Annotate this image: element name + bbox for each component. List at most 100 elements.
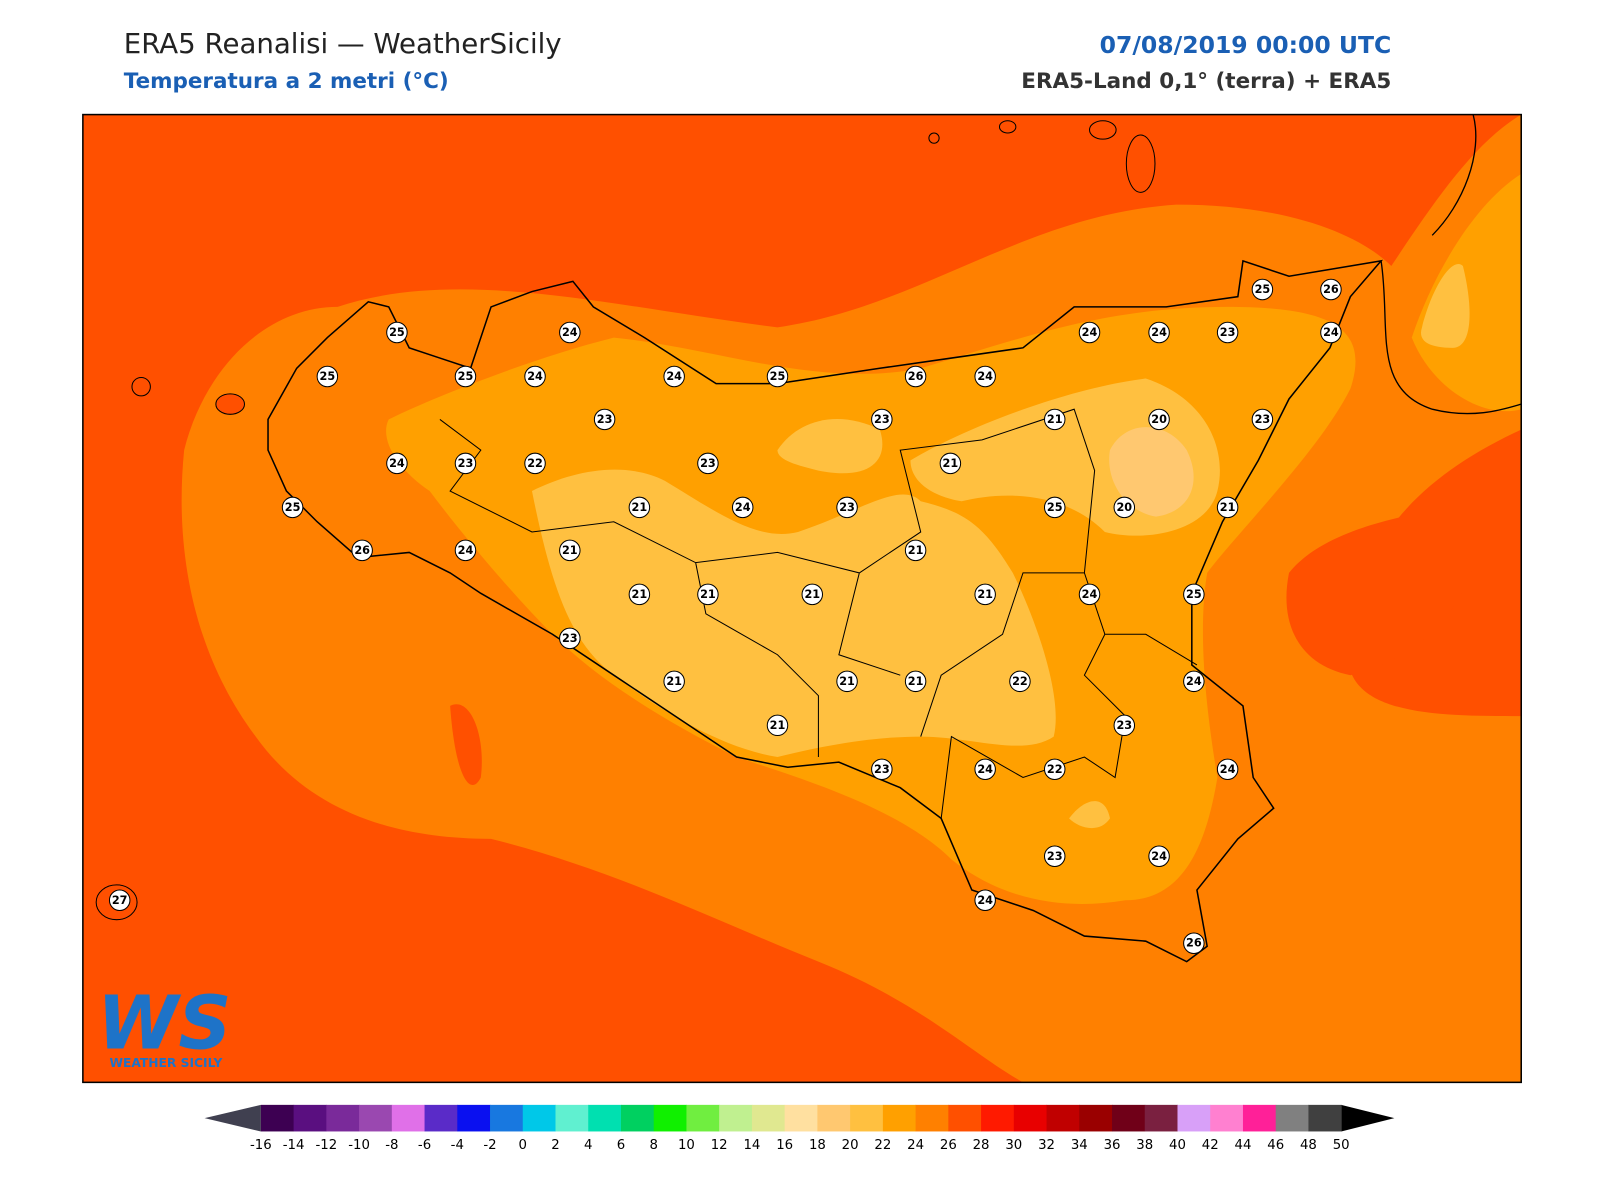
station-value: 24 <box>1151 326 1167 339</box>
station-value: 26 <box>1186 937 1202 950</box>
contour-26-sea <box>450 704 482 786</box>
station-marker <box>628 496 651 519</box>
station-value: 24 <box>562 326 578 339</box>
colorbar-swatch <box>915 1104 949 1132</box>
island <box>928 132 940 144</box>
colorbar-swatch <box>1046 1104 1080 1132</box>
colorbar-tick-label: -14 <box>283 1138 305 1153</box>
station-marker <box>1009 670 1031 693</box>
station: 21 <box>904 670 927 693</box>
station: 26 <box>351 539 373 562</box>
colorbar-tick-label: 28 <box>973 1138 990 1153</box>
island <box>1089 120 1117 140</box>
station-value: 24 <box>977 894 993 907</box>
station-value: 24 <box>1082 588 1098 601</box>
station: 24 <box>386 452 408 475</box>
colorbar-swatch <box>555 1104 589 1132</box>
colorbar-swatch <box>490 1104 524 1132</box>
station: 21 <box>663 670 685 693</box>
station: 21 <box>628 583 651 606</box>
colorbar-tick-label: 8 <box>649 1138 657 1153</box>
colorbar-swatch <box>260 1104 295 1132</box>
colorbar-tick-label: 14 <box>743 1138 760 1153</box>
station-marker <box>836 496 858 519</box>
station-marker <box>108 889 131 911</box>
contour-20-east <box>1421 264 1470 348</box>
station-value: 24 <box>389 457 405 470</box>
station-marker <box>386 321 408 344</box>
station-value: 21 <box>908 544 924 557</box>
station-value: 22 <box>527 457 543 470</box>
station: 20 <box>1148 408 1170 431</box>
colorbar-swatch <box>359 1104 393 1132</box>
colorbar-swatch <box>751 1104 786 1132</box>
station-marker <box>1320 321 1342 344</box>
station: 24 <box>974 365 996 388</box>
station-marker <box>1251 408 1274 431</box>
station-value: 21 <box>562 544 578 557</box>
station: 21 <box>801 583 824 606</box>
station-value: 24 <box>1220 763 1236 776</box>
colorbar-tick-label: -2 <box>483 1138 496 1153</box>
station-marker <box>1216 321 1239 344</box>
colorbar-swatch <box>588 1104 622 1132</box>
colorbar-swatch <box>391 1104 426 1132</box>
station-marker <box>316 365 339 388</box>
station-marker <box>1043 758 1066 781</box>
island <box>131 376 151 397</box>
station: 25 <box>454 365 477 388</box>
colorbar-swatch <box>686 1104 720 1132</box>
colorbar-swatch <box>1210 1104 1244 1132</box>
station-value: 23 <box>1047 850 1063 863</box>
station-marker <box>1078 583 1101 606</box>
island <box>998 120 1017 134</box>
station-marker <box>454 452 477 475</box>
station-marker <box>386 452 408 475</box>
station-value: 21 <box>666 675 682 688</box>
logo-mark: WS <box>97 982 231 1067</box>
colorbar-tick-label: 24 <box>907 1138 924 1153</box>
station-marker <box>1043 496 1066 519</box>
station-value: 21 <box>632 588 648 601</box>
station-value: 20 <box>1116 501 1132 514</box>
station-value: 25 <box>1255 283 1271 296</box>
station: 24 <box>974 889 996 911</box>
station-value: 25 <box>320 370 336 383</box>
station-value: 21 <box>1220 501 1236 514</box>
colorbar-swatch <box>1242 1104 1277 1132</box>
colorbar-tick-label: 0 <box>519 1138 527 1153</box>
map-frame <box>82 113 1522 1084</box>
station-value: 22 <box>1047 763 1063 776</box>
colorbar-under <box>204 1104 261 1132</box>
colorbar-over <box>1341 1104 1395 1132</box>
station-marker <box>1216 758 1239 781</box>
station-marker <box>663 365 685 388</box>
station-value: 23 <box>874 413 890 426</box>
station-marker <box>1183 583 1205 606</box>
colorbar-tick-label: 40 <box>1169 1138 1186 1153</box>
colorbar-tick-label: 48 <box>1300 1138 1317 1153</box>
station-value: 25 <box>1047 501 1063 514</box>
colorbar-swatch <box>817 1104 851 1132</box>
station: 23 <box>1216 321 1239 344</box>
station: 22 <box>524 452 546 475</box>
subtitle: Temperatura a 2 metri (°C) <box>124 69 449 94</box>
station-value: 20 <box>1151 413 1167 426</box>
station-value: 21 <box>632 501 648 514</box>
station-value: 21 <box>770 719 786 732</box>
colorbar-swatch <box>326 1104 360 1132</box>
station-marker <box>559 539 581 562</box>
colorbar-swatch <box>1275 1104 1309 1132</box>
station-marker <box>1148 321 1170 344</box>
station-value: 21 <box>943 457 959 470</box>
station-marker <box>281 496 304 519</box>
stations: 25 25 25 24 24 24 25 26 24 24 24 23 24 25 26 23 23 21 20 23… <box>108 278 1342 954</box>
station-value: 21 <box>700 588 716 601</box>
station-value: 27 <box>112 894 128 907</box>
station-marker <box>904 670 927 693</box>
station: 25 <box>766 365 789 388</box>
station: 25 <box>386 321 408 344</box>
station-value: 26 <box>354 544 370 557</box>
colorbar-tick-label: 16 <box>776 1138 793 1153</box>
temperature-field <box>82 114 1522 1083</box>
